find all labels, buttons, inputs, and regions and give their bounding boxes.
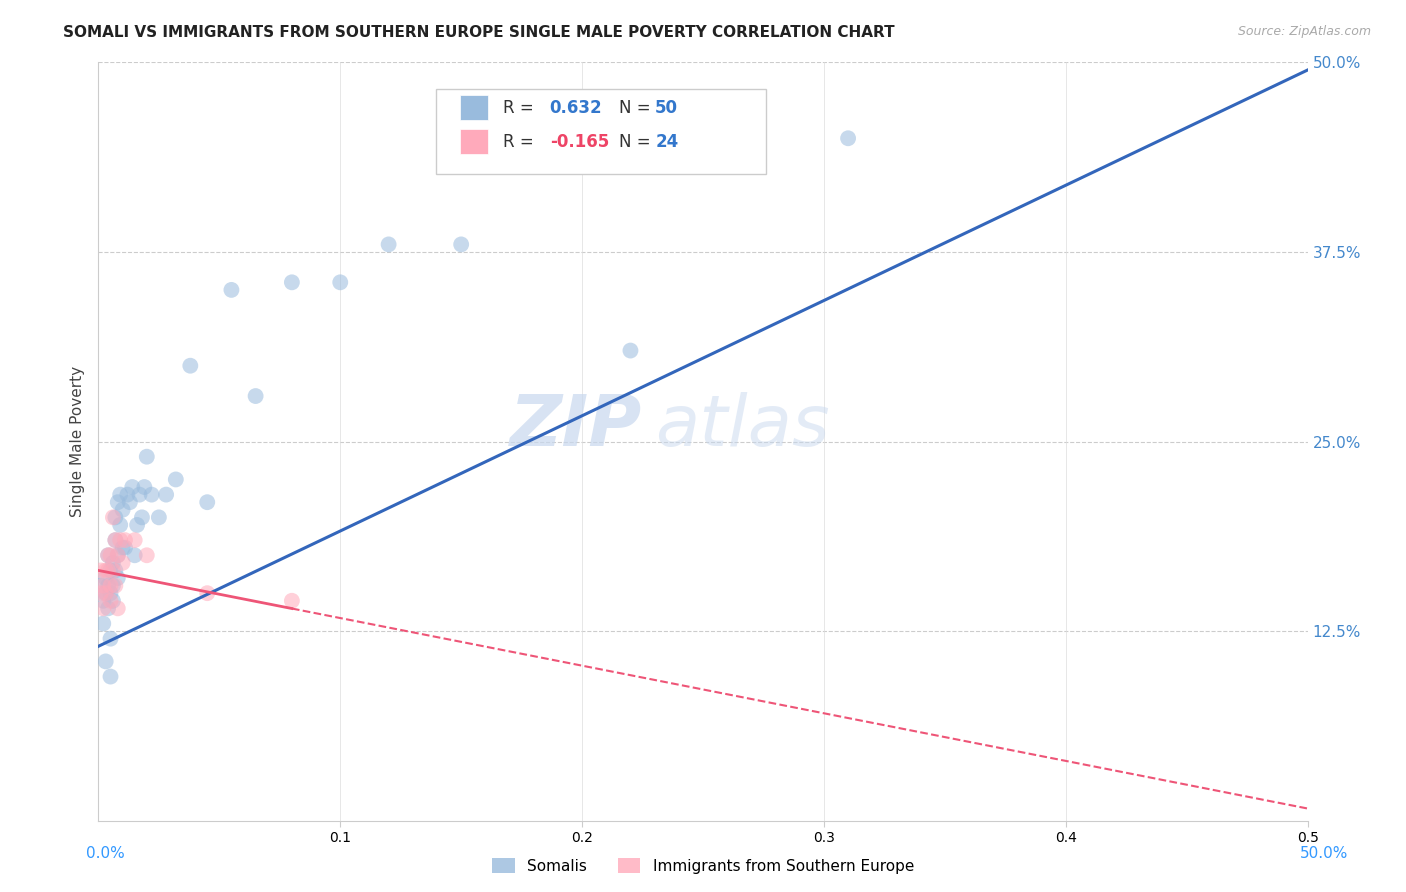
Point: [179, 359, 201, 373]
Point: [101, 510, 124, 524]
Text: R =: R =: [503, 133, 540, 151]
Point: [128, 487, 150, 501]
Point: [245, 389, 267, 403]
Point: [195, 586, 218, 600]
Point: [91, 601, 114, 615]
Point: [94, 655, 117, 669]
Point: [221, 283, 243, 297]
Point: [90, 586, 112, 600]
Point: [94, 586, 117, 600]
Point: [377, 237, 399, 252]
Point: [97, 564, 120, 578]
Point: [104, 533, 127, 548]
Point: [101, 594, 124, 608]
Point: [100, 586, 122, 600]
Point: [114, 533, 136, 548]
Point: [100, 548, 122, 563]
Point: [100, 594, 122, 608]
Point: [101, 564, 124, 578]
Point: [450, 237, 472, 252]
Point: [281, 594, 304, 608]
Text: R =: R =: [503, 99, 540, 117]
Point: [101, 556, 124, 570]
Point: [108, 533, 131, 548]
Point: [100, 564, 122, 578]
Point: [104, 510, 127, 524]
Point: [91, 594, 114, 608]
Text: ZIP: ZIP: [510, 392, 643, 461]
Point: [91, 579, 114, 593]
Point: [90, 564, 112, 578]
Point: [108, 517, 131, 532]
Point: [111, 556, 134, 570]
Point: [94, 586, 117, 600]
Point: [91, 616, 114, 631]
Text: N =: N =: [619, 99, 655, 117]
Point: [107, 548, 129, 563]
Text: atlas: atlas: [655, 392, 830, 461]
Text: 0.0%: 0.0%: [86, 847, 125, 861]
Text: N =: N =: [619, 133, 655, 151]
Point: [100, 632, 122, 646]
Point: [121, 480, 143, 494]
Point: [135, 450, 157, 464]
Text: 0.632: 0.632: [550, 99, 602, 117]
Point: [837, 131, 859, 145]
Point: [114, 541, 136, 555]
Point: [135, 548, 157, 563]
Legend: Somalis, Immigrants from Southern Europe: Somalis, Immigrants from Southern Europe: [484, 850, 922, 881]
Point: [134, 480, 156, 494]
Point: [104, 533, 127, 548]
Point: [97, 579, 120, 593]
Point: [141, 487, 163, 501]
Point: [155, 487, 177, 501]
Point: [100, 669, 122, 683]
Point: [195, 495, 218, 509]
Point: [108, 487, 131, 501]
Point: [107, 495, 129, 509]
Point: [97, 548, 120, 563]
Point: [107, 601, 129, 615]
Point: [100, 579, 122, 593]
Point: [107, 548, 129, 563]
Point: [104, 579, 127, 593]
Text: 24: 24: [655, 133, 679, 151]
Text: SOMALI VS IMMIGRANTS FROM SOUTHERN EUROPE SINGLE MALE POVERTY CORRELATION CHART: SOMALI VS IMMIGRANTS FROM SOUTHERN EUROP…: [63, 25, 894, 40]
Point: [111, 541, 134, 555]
Point: [165, 473, 187, 487]
Point: [97, 548, 120, 563]
Point: [94, 571, 117, 585]
Point: [124, 533, 146, 548]
Point: [107, 571, 129, 585]
Point: [117, 487, 139, 501]
Point: [118, 495, 141, 509]
Text: 50.0%: 50.0%: [1301, 847, 1348, 861]
Point: [281, 275, 304, 289]
Point: [111, 503, 134, 517]
Point: [329, 275, 352, 289]
Y-axis label: Single Male Poverty: Single Male Poverty: [69, 366, 84, 517]
Point: [124, 548, 146, 563]
Point: [94, 564, 117, 578]
Text: 50: 50: [655, 99, 678, 117]
Text: Source: ZipAtlas.com: Source: ZipAtlas.com: [1237, 25, 1371, 38]
Point: [90, 579, 112, 593]
Point: [148, 510, 170, 524]
Text: -0.165: -0.165: [550, 133, 609, 151]
Point: [131, 510, 153, 524]
Point: [619, 343, 641, 358]
Point: [127, 517, 149, 532]
Point: [101, 579, 124, 593]
Point: [97, 601, 120, 615]
Point: [104, 564, 127, 578]
